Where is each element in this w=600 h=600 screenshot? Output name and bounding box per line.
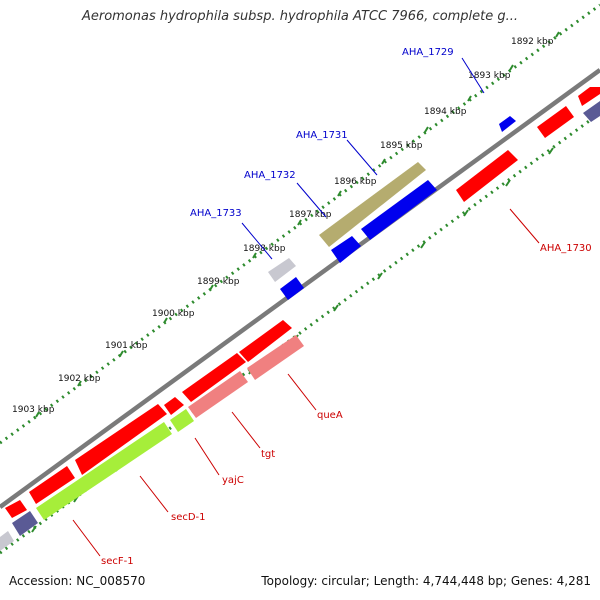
label-aha-1733[interactable]: AHA_1733 xyxy=(190,208,242,219)
gene-secD-1[interactable] xyxy=(36,422,172,520)
gene-secD-fwd[interactable] xyxy=(75,404,167,475)
label-aha-1731[interactable]: AHA_1731 xyxy=(296,130,348,141)
reverse-genes xyxy=(0,101,600,551)
kbp-label: 1892 kbp xyxy=(511,37,554,47)
gene-aha-1732-b[interactable] xyxy=(331,236,361,263)
gene-small-red[interactable] xyxy=(164,397,184,415)
gene-aha-1732[interactable] xyxy=(361,180,437,240)
kbp-label: 1899 kbp xyxy=(197,277,240,287)
label-secF-1[interactable]: secF-1 xyxy=(101,556,134,567)
outer-major-ticks xyxy=(35,31,560,418)
label-secD-1[interactable]: secD-1 xyxy=(171,512,206,523)
gene-yajC-fwd[interactable] xyxy=(182,353,246,402)
gene-tgt[interactable] xyxy=(188,371,248,418)
kbp-label: 1897 kbp xyxy=(289,210,332,220)
gene-labels: AHA_1729 AHA_1731 AHA_1732 AHA_1733 AHA_… xyxy=(101,47,592,567)
gene-yajC[interactable] xyxy=(170,409,194,432)
label-aha-1729[interactable]: AHA_1729 xyxy=(402,47,454,58)
gene-aha-1730[interactable] xyxy=(456,150,518,202)
genome-summary-text: Topology: circular; Length: 4,744,448 bp… xyxy=(261,574,591,588)
kbp-label: 1898 kbp xyxy=(243,244,286,254)
kbp-labels: 1892 kbp 1893 kbp 1894 kbp 1895 kbp 1896… xyxy=(12,37,554,415)
kbp-label: 1894 kbp xyxy=(424,107,467,117)
label-yajC[interactable]: yajC xyxy=(222,475,244,486)
label-aha-1732[interactable]: AHA_1732 xyxy=(244,170,296,181)
gene-aha-1733[interactable] xyxy=(268,258,296,282)
gene-aha-1729[interactable] xyxy=(499,116,516,132)
gene-far-right-red-2[interactable] xyxy=(537,106,574,138)
gene-secF-fwd[interactable] xyxy=(29,466,75,504)
kbp-label: 1896 kbp xyxy=(334,177,377,187)
gene-left-gray[interactable] xyxy=(0,531,14,551)
label-queA[interactable]: queA xyxy=(317,410,343,421)
label-aha-1730[interactable]: AHA_1730 xyxy=(540,243,592,254)
genome-map: 1892 kbp 1893 kbp 1894 kbp 1895 kbp 1896… xyxy=(0,3,600,567)
inner-tick-ring xyxy=(0,111,600,555)
gene-queA-fwd[interactable] xyxy=(239,320,292,362)
gene-left-red[interactable] xyxy=(5,500,27,518)
map-title: Aeromonas hydrophila subsp. hydrophila A… xyxy=(81,9,519,24)
kbp-label: 1901 kbp xyxy=(105,341,148,351)
kbp-label: 1902 kbp xyxy=(58,374,101,384)
gene-queA[interactable] xyxy=(247,335,304,380)
forward-genes xyxy=(5,87,600,518)
outer-tick-ring xyxy=(0,3,600,445)
gene-far-right-navy[interactable] xyxy=(583,101,600,122)
gene-aha-1731[interactable] xyxy=(319,162,426,247)
kbp-label: 1903 kbp xyxy=(12,405,55,415)
label-leaders xyxy=(72,57,540,557)
kbp-label: 1900 kbp xyxy=(152,309,195,319)
label-tgt[interactable]: tgt xyxy=(261,449,275,460)
kbp-label: 1893 kbp xyxy=(468,71,511,81)
gene-aha-1733-rev[interactable] xyxy=(280,277,304,300)
accession-text: Accession: NC_008570 xyxy=(9,574,146,588)
gene-far-right-red[interactable] xyxy=(578,87,600,106)
gene-left-navy[interactable] xyxy=(12,511,38,536)
kbp-label: 1895 kbp xyxy=(380,141,423,151)
